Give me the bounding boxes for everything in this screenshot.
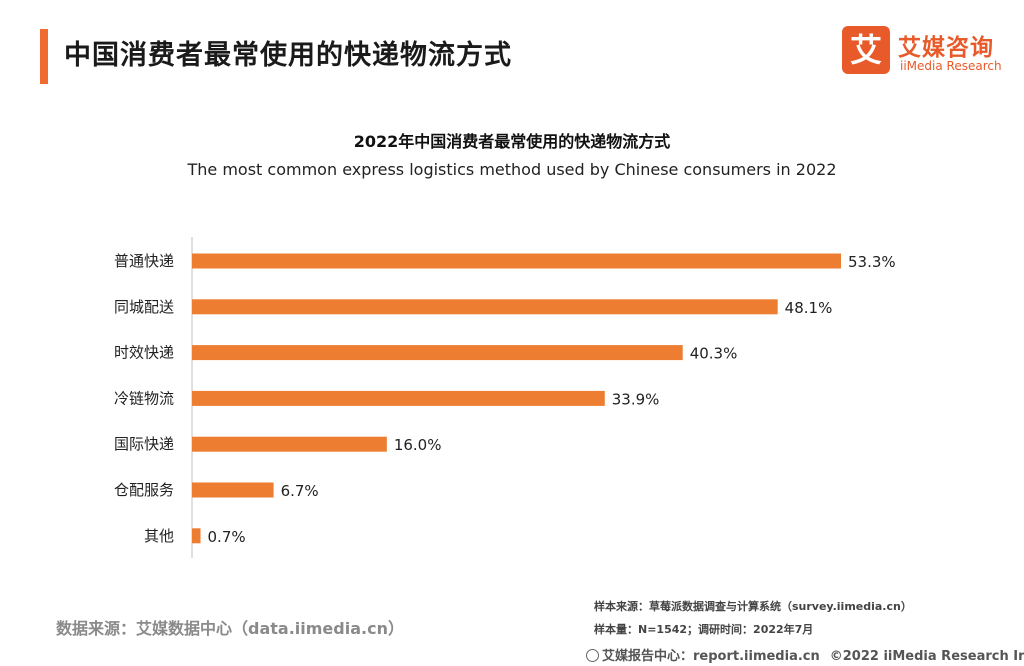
category-label: 普通快递 (114, 252, 174, 270)
data-source: 数据来源：艾媒数据中心（data.iimedia.cn） (56, 619, 404, 638)
sample-source: 样本来源：草莓派数据调查与计算系统（survey.iimedia.cn） (594, 600, 912, 613)
bar-6 (192, 482, 274, 498)
category-label: 冷链物流 (114, 389, 174, 407)
category-label: 国际快递 (114, 435, 174, 453)
logo-name-en: iiMedia Research (900, 59, 1002, 73)
value-label: 6.7% (281, 482, 319, 500)
bar-1 (192, 253, 841, 269)
globe-icon (586, 649, 599, 662)
chart-subtitle: The most common express logistics method… (187, 160, 837, 179)
page-title: 中国消费者最常使用的快递物流方式 (64, 40, 512, 71)
brand-logo: 艾 艾媒咨询 iiMedia Research (842, 24, 1014, 80)
bar-7 (192, 528, 201, 544)
category-label: 仓配服务 (114, 481, 174, 499)
value-label: 0.7% (208, 528, 246, 546)
copyright: ©2022 iiMedia Research Inc (829, 649, 1024, 664)
logo-mark-icon: 艾 (842, 26, 890, 74)
category-label: 同城配送 (114, 298, 174, 316)
logo-name-cn: 艾媒咨询 (898, 35, 994, 61)
category-label: 时效快递 (114, 344, 174, 362)
bar-5 (192, 436, 387, 452)
value-label: 16.0% (394, 436, 442, 454)
footer: 艾媒报告中心：report.iimedia.cn ©2022 iiMedia Re… (586, 645, 1024, 664)
value-label: 40.3% (690, 345, 738, 363)
bar-2 (192, 299, 778, 315)
value-label: 48.1% (785, 299, 833, 317)
category-label: 其他 (144, 527, 174, 545)
title-accent-bar (40, 29, 48, 84)
value-label: 53.3% (848, 253, 896, 271)
sample-info: 样本量：N=1542；调研时间：2022年7月 (594, 623, 814, 636)
bar-3 (192, 345, 683, 361)
bar-4 (192, 390, 605, 406)
chart-title: 2022年中国消费者最常使用的快递物流方式 (353, 132, 671, 151)
value-label: 33.9% (612, 390, 660, 408)
report-center-link[interactable]: 艾媒报告中心：report.iimedia.cn (602, 649, 820, 664)
